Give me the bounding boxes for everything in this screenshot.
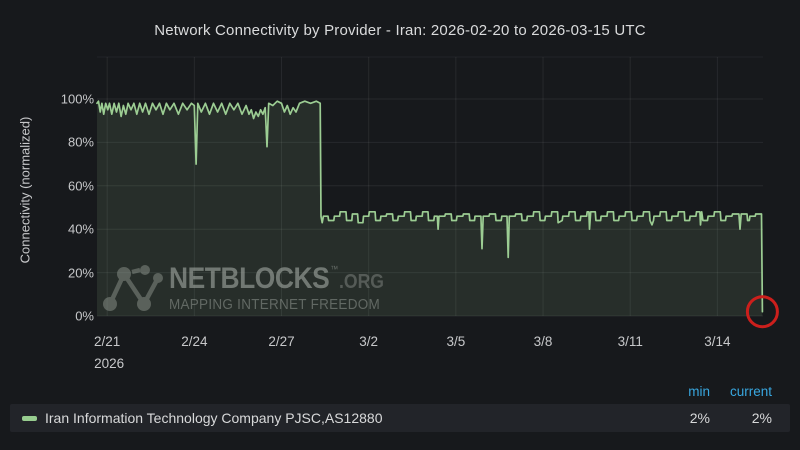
legend: min current Iran Information Technology … xyxy=(10,380,790,432)
x-tick-label: 3/11 xyxy=(617,334,643,349)
y-tick-label: 60% xyxy=(67,178,94,194)
x-tick-label: 3/8 xyxy=(533,334,553,349)
series-current-value: 2% xyxy=(751,410,772,426)
legend-header: min current xyxy=(10,380,790,402)
series-line xyxy=(96,100,764,313)
series-label: Iran Information Technology Company PJSC… xyxy=(45,410,383,426)
endpoint-annotation-circle xyxy=(745,295,779,329)
y-tick-label: 100% xyxy=(60,91,94,107)
chart-title: Network Connectivity by Provider - Iran:… xyxy=(154,22,646,39)
x-tick-label: 2/24 xyxy=(181,334,208,349)
legend-current-header[interactable]: current xyxy=(729,383,772,399)
x-tick-label: 3/14 xyxy=(704,334,731,349)
y-tick-label: 0% xyxy=(75,308,94,324)
legend-min-header[interactable]: min xyxy=(688,383,710,399)
y-tick-label: 40% xyxy=(67,221,94,237)
series-color-swatch xyxy=(22,415,37,421)
legend-row-as12880[interactable]: Iran Information Technology Company PJSC… xyxy=(10,404,790,432)
series-min-value: 2% xyxy=(689,410,710,426)
x-tick-label: 2/27 xyxy=(268,334,295,349)
x-tick-label: 2/21 xyxy=(94,334,121,349)
y-tick-label: 20% xyxy=(67,265,94,281)
x-tick-year-label: 2026 xyxy=(94,356,125,371)
series-area-fill xyxy=(97,101,763,316)
y-tick-label: 80% xyxy=(67,134,94,150)
x-tick-label: 3/2 xyxy=(359,334,379,349)
x-tick-label: 3/5 xyxy=(446,334,466,349)
